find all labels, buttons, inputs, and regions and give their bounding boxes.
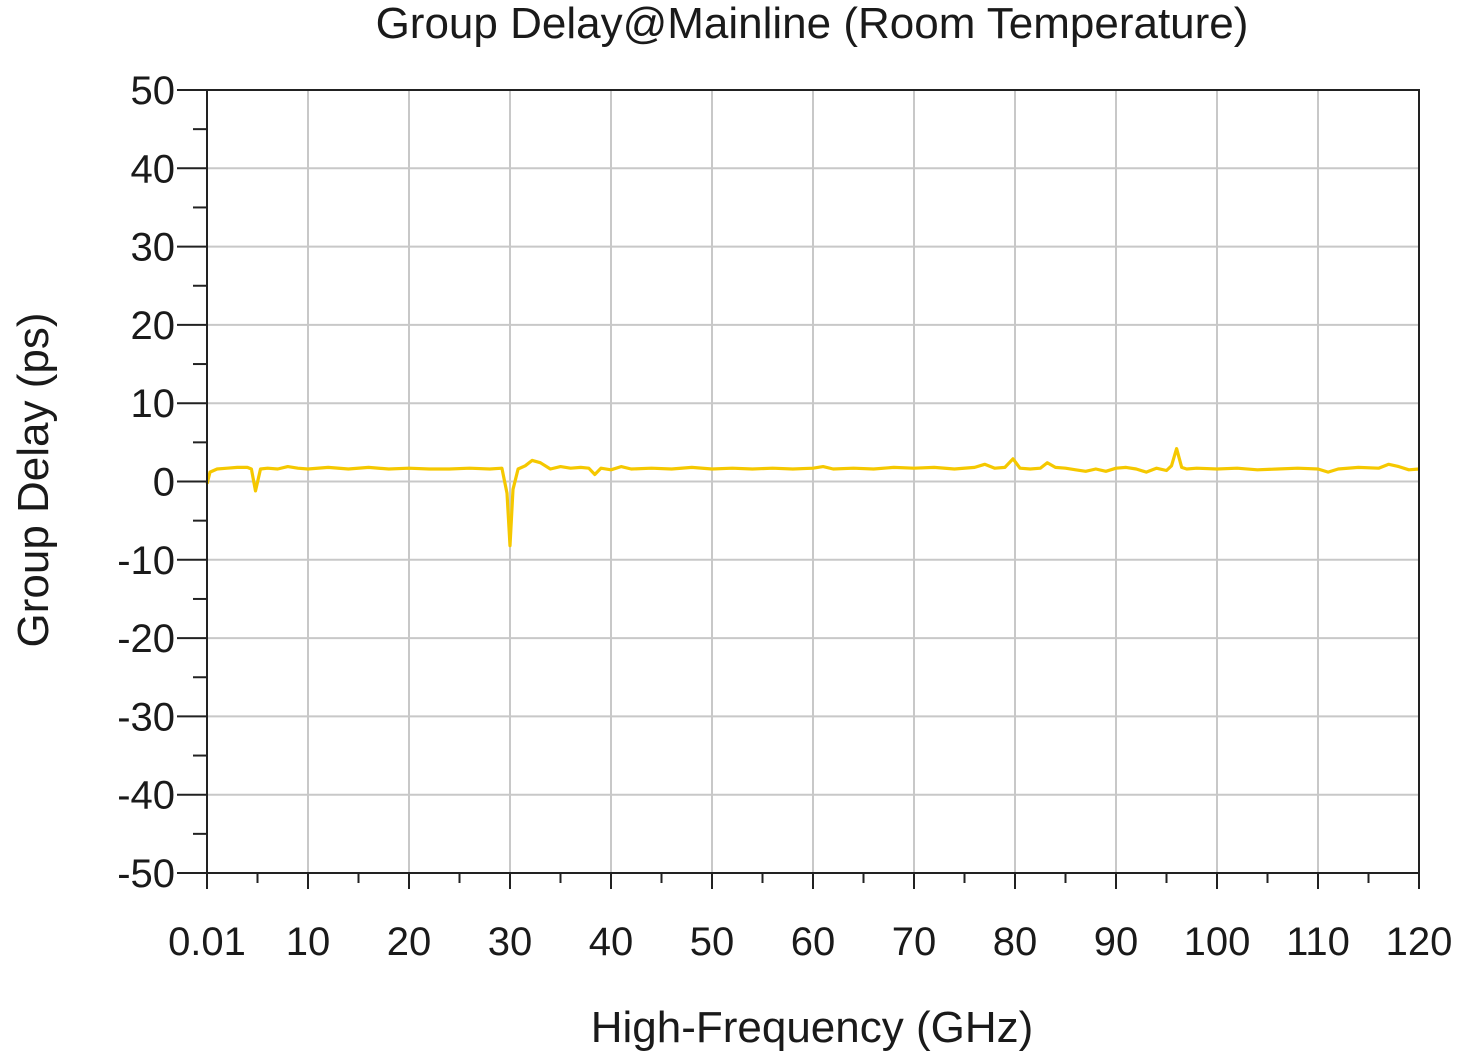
x-tick-label: 50 [690, 920, 735, 964]
y-tick-label: -50 [117, 852, 175, 896]
y-tick-label: -40 [117, 774, 175, 818]
y-tick-label: -30 [117, 695, 175, 739]
x-tick-labels: 0.01 10 20 30 40 50 60 70 80 90 100 110 120 [168, 920, 1452, 964]
x-tick-label: 40 [589, 920, 634, 964]
x-tick-label: 10 [286, 920, 331, 964]
y-tick-label: 10 [131, 382, 176, 426]
grid-lines [206, 89, 1420, 874]
y-axis-label: Group Delay (ps) [9, 312, 58, 647]
axis-ticks [177, 89, 1420, 889]
x-axis-label: High-Frequency (GHz) [591, 1003, 1034, 1052]
series-layer [205, 447, 1420, 548]
chart-title: Group Delay@Mainline (Room Temperature) [376, 0, 1249, 48]
y-tick-label: 40 [131, 147, 176, 191]
x-tick-label: 20 [387, 920, 432, 964]
y-tick-label: 20 [131, 304, 176, 348]
x-tick-label: 110 [1286, 920, 1350, 964]
x-tick-label: 30 [488, 920, 533, 964]
x-tick-label: 0.01 [168, 920, 246, 964]
y-tick-label: 0 [153, 461, 175, 505]
group-delay-series-line [205, 447, 1420, 548]
x-tick-label: 70 [892, 920, 937, 964]
x-tick-label: 90 [1094, 920, 1139, 964]
x-tick-label: 60 [791, 920, 836, 964]
y-tick-label: 30 [131, 226, 176, 270]
y-tick-labels: 50 40 30 20 10 0 -10 -20 -30 -40 -50 [117, 69, 175, 896]
x-tick-label: 100 [1184, 920, 1251, 964]
y-tick-label: 50 [131, 69, 176, 113]
y-tick-label: -20 [117, 617, 175, 661]
x-tick-label: 120 [1386, 920, 1453, 964]
y-tick-label: -10 [117, 539, 175, 583]
x-tick-label: 80 [993, 920, 1038, 964]
